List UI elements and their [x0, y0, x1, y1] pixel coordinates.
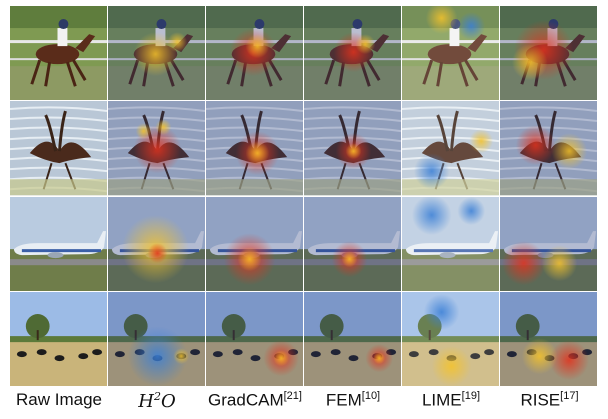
- comparison-grid: [10, 6, 599, 387]
- heat-blob: [551, 133, 588, 170]
- image-bird-lime: [402, 101, 499, 196]
- image-cattle-field-h2o: [108, 291, 205, 386]
- heat-blob: [541, 244, 578, 281]
- image-airplane-rise: [500, 196, 597, 291]
- image-cattle-field-rise: [500, 291, 597, 386]
- heat-blob: [245, 141, 270, 166]
- image-airplane-gradcam: [206, 196, 303, 291]
- image-horse-racing-h2o: [108, 6, 205, 101]
- image-bird-gradcam: [206, 101, 303, 196]
- image-cattle-field-gradcam: [206, 291, 303, 386]
- heat-blob: [515, 125, 556, 166]
- heat-blob: [425, 6, 458, 35]
- label-rise: RISE[17]: [520, 390, 579, 410]
- image-bird-raw: [10, 101, 107, 196]
- heat-blob: [273, 349, 290, 366]
- column-labels: Raw Image H2O GradCAM[21] FEM[10] LIME[1…: [10, 390, 599, 416]
- image-cattle-field-fem: [304, 291, 401, 386]
- heat-blob: [457, 196, 486, 225]
- heat-blob: [127, 325, 188, 386]
- image-horse-racing-rise: [500, 6, 597, 101]
- heat-blob: [413, 153, 450, 190]
- heat-blob: [341, 250, 358, 267]
- label-raw-image: Raw Image: [16, 390, 102, 409]
- label-gradcam: GradCAM[21]: [208, 390, 302, 410]
- image-cattle-field-raw: [10, 291, 107, 386]
- heat-blob: [133, 32, 178, 77]
- image-airplane-fem: [304, 196, 401, 291]
- image-airplane-raw: [10, 196, 107, 291]
- image-bird-fem: [304, 101, 401, 196]
- image-horse-racing-gradcam: [206, 6, 303, 101]
- heat-blob: [245, 34, 270, 59]
- heat-blob: [373, 351, 386, 364]
- heat-blob: [431, 345, 472, 386]
- image-horse-racing-fem: [304, 6, 401, 101]
- label-lime: LIME[19]: [421, 390, 481, 410]
- image-horse-racing-raw: [10, 6, 107, 101]
- heat-blob: [469, 129, 494, 154]
- heat-blob: [167, 32, 188, 53]
- image-airplane-lime: [402, 196, 499, 291]
- image-horse-racing-lime: [402, 6, 499, 101]
- heat-blob: [147, 242, 168, 263]
- heat-blob: [411, 196, 452, 235]
- heat-blob: [155, 119, 172, 136]
- image-bird-rise: [500, 101, 597, 196]
- heat-blob: [549, 339, 590, 380]
- heat-blob: [345, 143, 362, 160]
- heat-blob: [173, 347, 190, 364]
- heat-blob: [423, 293, 460, 330]
- label-fem: FEM[10]: [325, 390, 381, 410]
- image-cattle-field-lime: [402, 291, 499, 386]
- heat-blob: [135, 123, 152, 140]
- heat-blob: [457, 12, 486, 41]
- image-bird-h2o: [108, 101, 205, 196]
- label-h2o: H2O: [138, 390, 176, 412]
- heat-blob: [355, 34, 376, 55]
- image-airplane-h2o: [108, 196, 205, 291]
- heat-blob: [237, 246, 262, 271]
- heat-blob: [521, 337, 558, 374]
- heat-blob: [501, 240, 546, 285]
- heat-blob: [511, 44, 548, 81]
